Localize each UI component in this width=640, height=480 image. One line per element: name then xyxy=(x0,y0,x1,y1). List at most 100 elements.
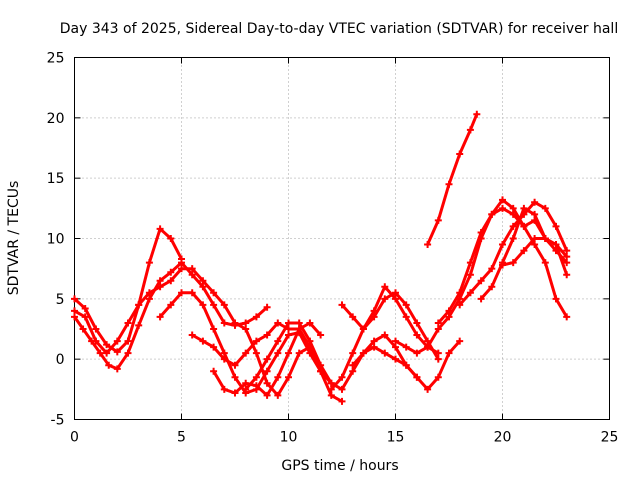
data-point xyxy=(167,301,175,309)
data-point xyxy=(499,204,506,212)
data-point xyxy=(381,295,389,303)
data-point xyxy=(231,361,239,369)
data-point xyxy=(509,259,517,267)
data-point xyxy=(359,325,367,333)
data-point xyxy=(392,295,399,303)
data-point xyxy=(531,235,539,242)
data-point xyxy=(210,325,218,333)
data-point xyxy=(424,385,432,393)
data-point xyxy=(188,331,196,339)
y-tick-label: 5 xyxy=(56,292,65,308)
data-point xyxy=(499,241,506,249)
data-point xyxy=(338,397,346,405)
data-point xyxy=(466,126,474,134)
data-point xyxy=(242,325,250,333)
data-point xyxy=(178,265,185,273)
data-point xyxy=(563,253,571,261)
data-point xyxy=(531,198,539,206)
data-point xyxy=(306,349,314,357)
y-tick-label: 25 xyxy=(47,51,65,67)
data-point xyxy=(499,196,506,204)
data-point xyxy=(96,349,104,357)
data-point xyxy=(285,373,292,381)
data-point xyxy=(552,222,560,230)
data-point xyxy=(210,343,218,351)
data-point xyxy=(392,355,399,363)
data-point xyxy=(188,271,196,279)
data-point xyxy=(445,313,453,321)
data-point xyxy=(210,289,218,297)
data-point xyxy=(220,301,228,309)
data-point xyxy=(113,365,121,373)
data-point xyxy=(520,247,528,255)
data-point xyxy=(274,373,282,381)
data-point xyxy=(242,349,250,357)
data-point xyxy=(210,301,218,309)
data-point xyxy=(81,304,89,312)
grid xyxy=(74,57,610,420)
data-point xyxy=(434,373,442,381)
data-point xyxy=(456,150,464,158)
chart-title: Day 343 of 2025, Sidereal Day-to-day VTE… xyxy=(60,21,618,37)
data-point xyxy=(252,349,260,357)
data-point xyxy=(167,268,175,276)
data-point xyxy=(541,204,549,212)
series-line-sat-d xyxy=(158,291,333,395)
data-point xyxy=(156,313,164,321)
data-point xyxy=(252,382,260,390)
data-point xyxy=(178,259,185,267)
data-point xyxy=(473,110,481,118)
data-point xyxy=(488,210,496,218)
data-point xyxy=(413,319,421,327)
data-point xyxy=(295,319,303,327)
data-point xyxy=(349,349,357,357)
data-point xyxy=(263,379,271,387)
data-point xyxy=(145,295,153,303)
data-point xyxy=(338,373,346,381)
data-point xyxy=(509,222,517,230)
data-point xyxy=(402,361,410,369)
data-point xyxy=(263,367,271,375)
data-point xyxy=(113,337,121,345)
data-point xyxy=(199,283,207,291)
data-point xyxy=(71,295,78,303)
data-point xyxy=(531,241,539,249)
x-tick-label: 15 xyxy=(387,430,405,446)
data-point xyxy=(466,271,474,279)
y-tick-label: 10 xyxy=(47,232,65,248)
data-point xyxy=(520,204,528,212)
data-point xyxy=(231,389,239,397)
x-tick-label: 0 xyxy=(70,430,79,446)
data-point xyxy=(274,337,282,345)
data-point xyxy=(434,355,442,363)
data-point xyxy=(178,289,185,297)
data-point xyxy=(477,295,485,303)
data-point xyxy=(71,313,78,321)
data-point xyxy=(541,235,549,242)
data-point xyxy=(424,343,432,351)
data-point xyxy=(499,261,506,269)
data-point xyxy=(563,313,571,321)
data-point xyxy=(402,313,410,321)
data-point xyxy=(370,343,378,351)
x-tick-label: 25 xyxy=(601,430,619,446)
data-point xyxy=(79,325,87,333)
series-line-sat-i xyxy=(340,291,440,361)
data-point xyxy=(477,228,485,236)
data-point xyxy=(252,313,260,321)
data-point xyxy=(199,337,207,345)
data-point xyxy=(188,265,196,273)
data-point xyxy=(242,385,250,393)
data-point xyxy=(338,385,346,393)
data-point xyxy=(231,319,239,327)
data-point xyxy=(306,337,314,345)
data-point xyxy=(445,180,453,188)
data-point xyxy=(145,259,153,267)
data-point xyxy=(285,349,292,357)
data-point xyxy=(392,337,399,345)
tick-labels: 0 5 10 15 20 25 -5 0 5 10 15 20 25 xyxy=(47,51,619,446)
data-point xyxy=(317,331,325,339)
data-point xyxy=(509,235,517,242)
data-point xyxy=(274,349,282,357)
y-axis-label: SDTVAR / TECUs xyxy=(6,181,22,296)
